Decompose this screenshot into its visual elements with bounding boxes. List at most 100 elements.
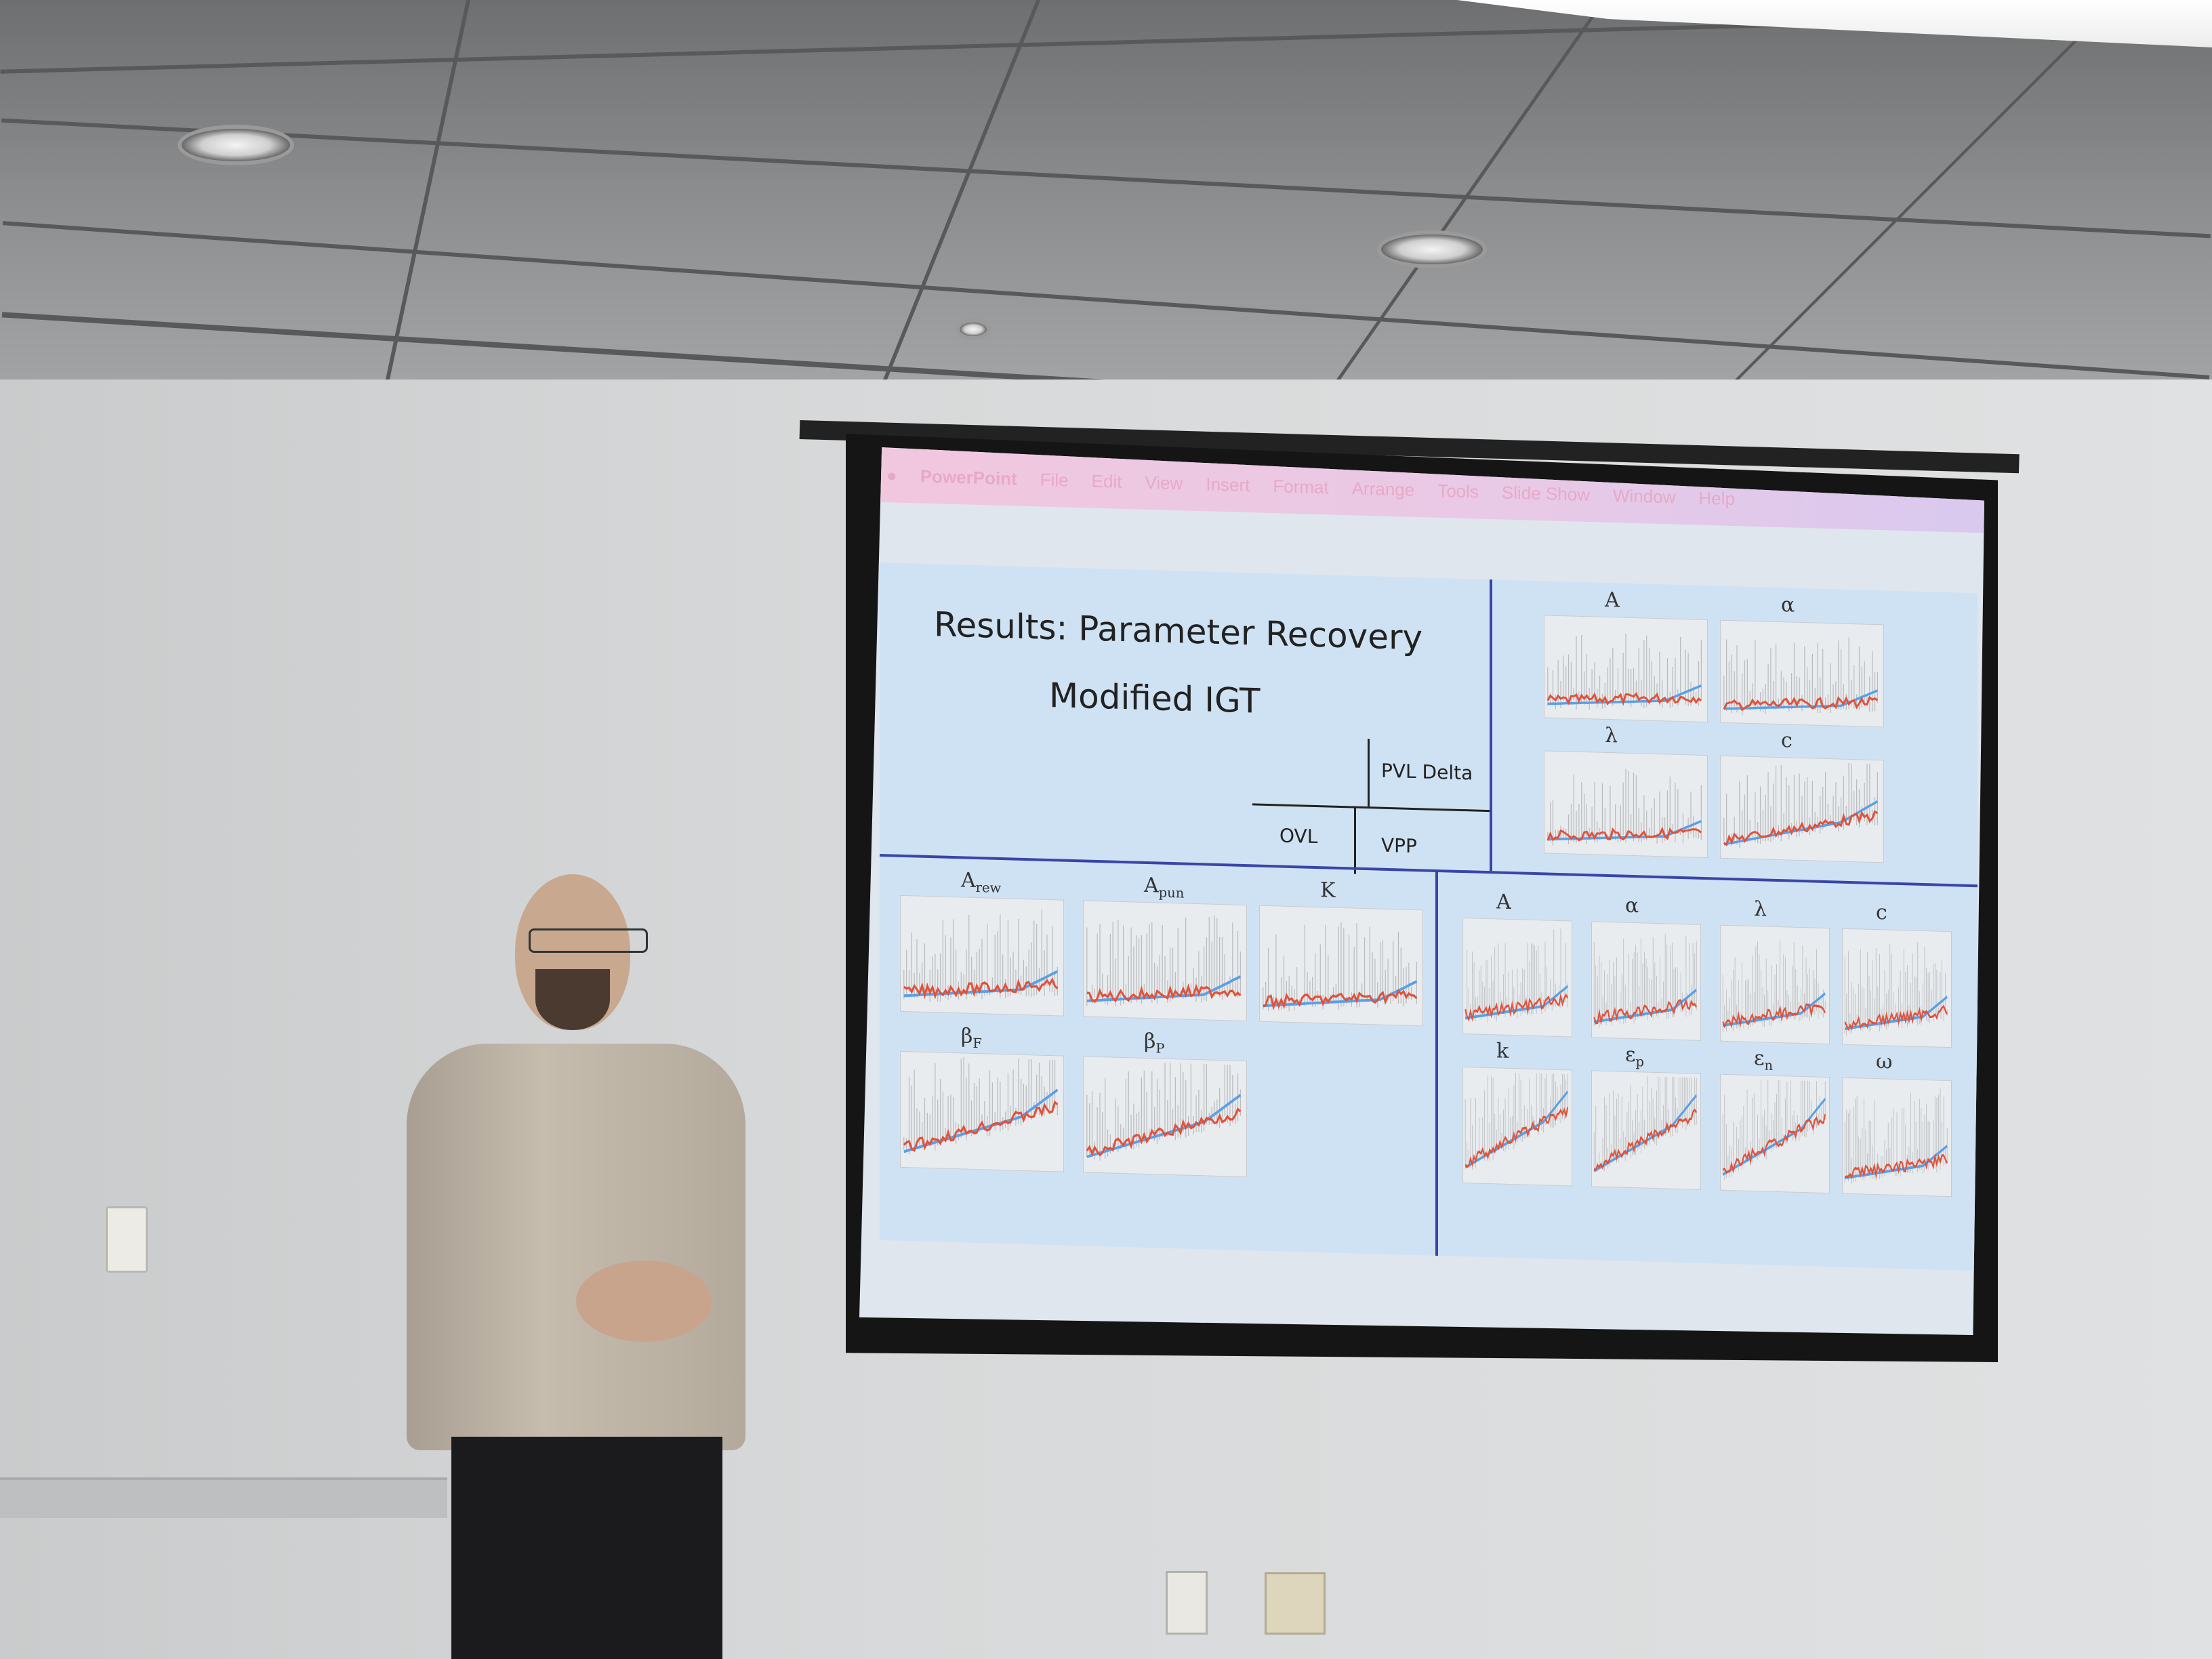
vpp-plot-4 [1462, 1067, 1572, 1187]
vpp-plots [880, 562, 1978, 593]
vpp-plot-1-title-symbol: α [1625, 893, 1639, 918]
true-value-line [903, 970, 1059, 998]
legend-hline [1252, 803, 1490, 813]
ovl-plot-4-title-symbol: β [1144, 1029, 1156, 1054]
presenter-sweater [407, 1044, 745, 1450]
vpp-plot-5-title-symbol: ε [1625, 1042, 1636, 1067]
ovl-plot-1 [1083, 900, 1247, 1022]
vpp-plot-2 [1720, 924, 1830, 1045]
vpp-plot-5-title-subscript: p [1635, 1054, 1645, 1070]
menu-edit: Edit [1091, 470, 1122, 492]
recovered-value-line [1263, 989, 1418, 1011]
true-value-line [1845, 1145, 1948, 1180]
vpp-plot-1 [1591, 921, 1701, 1041]
menu-view: View [1145, 472, 1183, 493]
vpp-plot-7 [1842, 1077, 1952, 1197]
ceiling [0, 0, 2212, 453]
vpp-plot-1-title: α [1625, 894, 1639, 918]
recovered-value-line [1844, 1153, 1948, 1180]
ceiling-light [1377, 230, 1487, 268]
slide: Results: Parameter Recovery Modified IGT… [880, 562, 1978, 1271]
menu-arrange: Arrange [1351, 477, 1415, 500]
divider-vertical-top [1490, 579, 1492, 872]
pvl-plot-1-title-symbol: α [1781, 593, 1795, 617]
vpp-plot-0 [1462, 918, 1572, 1038]
ceiling-light [178, 125, 294, 165]
ovl-plot-2-title: K [1320, 878, 1335, 903]
ovl-plot-2-title-symbol: K [1320, 878, 1336, 903]
ovl-plot-3-title-subscript: F [972, 1035, 982, 1052]
true-value-line [1593, 1094, 1697, 1172]
recovered-value-line [1722, 1003, 1826, 1029]
ovl-plot-1-title-symbol: A [1144, 873, 1159, 898]
legend-vline-bottom [1354, 806, 1356, 874]
pvl-plot-1 [1720, 619, 1884, 728]
recovered-value-line [1723, 810, 1879, 847]
pvl-plot-0-title-symbol: A [1605, 588, 1620, 613]
menu-insert: Insert [1206, 473, 1250, 495]
menu-slide-show: Slide Show [1501, 481, 1590, 505]
presenter-hands [576, 1261, 712, 1342]
pvl-plot-1-title: α [1781, 593, 1795, 617]
pvl-delta-plots [880, 562, 1978, 593]
ovl-plot-1-title: Apun [1144, 874, 1184, 901]
whiteboard-tray [0, 1477, 447, 1518]
ovl-plot-3-title-symbol: β [961, 1024, 973, 1048]
ceiling-sensor [956, 319, 991, 340]
pvl-plot-3 [1720, 755, 1884, 863]
vpp-plot-5-title: εp [1625, 1043, 1644, 1070]
pvl-plot-3-title: c [1781, 729, 1793, 752]
ovl-plot-4 [1083, 1056, 1247, 1178]
slide-title: Results: Parameter Recovery [934, 605, 1423, 658]
recovered-value-line [1086, 1107, 1242, 1157]
pvl-plot-2-title-symbol: λ [1605, 723, 1618, 748]
recovered-value-line [1086, 983, 1242, 1004]
model-label-vpp: VPP [1381, 834, 1417, 858]
presenter-pants [451, 1437, 722, 1659]
light-switch [106, 1206, 148, 1273]
model-label-pvl-delta: PVL Delta [1381, 759, 1473, 785]
vpp-plot-0-title-symbol: A [1496, 890, 1511, 915]
wall-plate [1265, 1572, 1326, 1635]
ovl-plots [880, 562, 1978, 593]
recovered-value-line [903, 977, 1059, 1000]
menu-format: Format [1273, 475, 1329, 497]
vpp-plot-6-title-symbol: ε [1754, 1046, 1765, 1071]
model-label-ovl: OVL [1279, 824, 1318, 848]
menu-window: Window [1613, 485, 1676, 508]
pvl-plot-3-title-symbol: c [1781, 729, 1793, 753]
vpp-plot-3 [1842, 928, 1952, 1048]
ovl-plot-4-title-subscript: P [1155, 1040, 1165, 1057]
recovered-value-line [1844, 1004, 1948, 1031]
vpp-plot-7-title: ω [1876, 1050, 1892, 1074]
vpp-plot-2-title-symbol: λ [1754, 897, 1767, 922]
apple-icon: ● [886, 464, 897, 486]
vpp-plot-2-title: λ [1754, 897, 1767, 922]
vpp-plot-6-title-subscript: n [1764, 1057, 1774, 1073]
recovered-value-line [1465, 992, 1568, 1022]
recovered-value-line [1723, 695, 1879, 712]
recovered-value-line [1465, 1107, 1569, 1168]
power-outlet [1166, 1571, 1208, 1635]
ovl-plot-4-title: βP [1144, 1029, 1164, 1057]
ovl-plot-0-title-symbol: A [961, 868, 976, 893]
pvl-plot-0-title: A [1605, 588, 1620, 613]
pvl-plot-0 [1544, 615, 1708, 723]
ovl-plot-1-title-subscript: pun [1158, 884, 1185, 901]
vpp-plot-5 [1591, 1070, 1701, 1190]
recovered-value-line [903, 1100, 1059, 1152]
recovered-value-line [1547, 826, 1702, 842]
pvl-plot-2 [1544, 750, 1708, 859]
legend-vline-top [1368, 739, 1370, 807]
presenter-glasses [529, 928, 648, 953]
menu-tools: Tools [1437, 480, 1479, 502]
ovl-plot-3 [900, 1050, 1064, 1172]
divider-vertical-bottom [1435, 869, 1438, 1256]
recovered-value-line [1547, 692, 1702, 706]
slide-subtitle: Modified IGT [1049, 675, 1261, 721]
ovl-plot-0 [900, 895, 1064, 1017]
recovered-value-line [1593, 998, 1697, 1026]
vpp-plot-7-title-symbol: ω [1876, 1050, 1893, 1074]
recovered-value-line [1722, 1113, 1826, 1174]
vpp-plot-4-title: k [1496, 1039, 1509, 1063]
